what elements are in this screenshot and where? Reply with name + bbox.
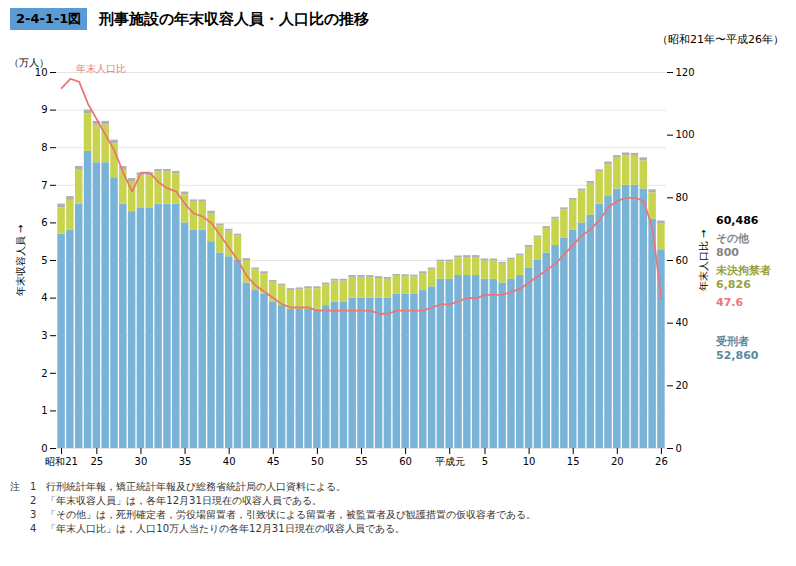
- svg-text:年末収容人員 →: 年末収容人員 →: [15, 225, 26, 297]
- svg-text:0: 0: [41, 443, 47, 454]
- svg-text:10: 10: [35, 67, 48, 78]
- svg-text:30: 30: [135, 456, 148, 467]
- svg-text:50: 50: [311, 456, 324, 467]
- svg-text:60: 60: [399, 456, 412, 467]
- svg-text:2: 2: [41, 368, 47, 379]
- svg-text:35: 35: [179, 456, 192, 467]
- svg-text:20: 20: [676, 380, 689, 391]
- svg-text:平成元: 平成元: [435, 456, 465, 467]
- svg-text:年末人口比: 年末人口比: [76, 63, 126, 74]
- html-text:注 1 行刑統計年報，矯正統計年報及び総務省統計局の人口資料: 注 1 行刑統計年報，矯正統計年報及び総務省統計局の人口資料による。: [10, 481, 347, 492]
- svg-text:55: 55: [355, 456, 368, 467]
- svg-text:6: 6: [41, 217, 47, 228]
- svg-text:（万人）: （万人）: [9, 57, 49, 68]
- svg-text:40: 40: [223, 456, 236, 467]
- svg-text:年末人口比 →: 年末人口比 →: [698, 230, 709, 292]
- svg-text:5: 5: [41, 255, 47, 266]
- svg-text:9: 9: [41, 104, 47, 115]
- svg-text:7: 7: [41, 180, 47, 191]
- svg-text:120: 120: [676, 67, 695, 78]
- svg-text:10: 10: [523, 456, 536, 467]
- svg-text:3: 3: [41, 330, 47, 341]
- html-text:その他: その他: [716, 231, 749, 245]
- html-text:2-4-1-1図: 2-4-1-1図: [16, 11, 82, 26]
- html-text:800: 800: [716, 245, 739, 259]
- svg-text:0: 0: [676, 443, 682, 454]
- svg-text:8: 8: [41, 142, 47, 153]
- svg-text:20: 20: [611, 456, 624, 467]
- html-text:60,486: 60,486: [716, 213, 759, 227]
- svg-text:4: 4: [41, 292, 47, 303]
- html-text:47.6: 47.6: [716, 295, 744, 309]
- html-text:未決拘禁者: 未決拘禁者: [716, 263, 771, 277]
- svg-text:45: 45: [267, 456, 280, 467]
- svg-text:80: 80: [676, 192, 689, 203]
- svg-text:100: 100: [676, 129, 695, 140]
- svg-text:5: 5: [482, 456, 488, 467]
- svg-text:60: 60: [676, 255, 689, 266]
- svg-text:昭和21: 昭和21: [45, 456, 78, 467]
- svg-text:40: 40: [676, 317, 689, 328]
- html-text:4 「年末人口比」は，人口10万人当たりの各年12月31日現: 4 「年末人口比」は，人口10万人当たりの各年12月31日現在の収容人員である。: [10, 523, 405, 534]
- svg-text:15: 15: [567, 456, 580, 467]
- html-text:3 「その他」は，死刑確定者，労役場留置者，引致状による留置: 3 「その他」は，死刑確定者，労役場留置者，引致状による留置者，被監置者及び観護…: [10, 509, 537, 520]
- html-text:6,826: 6,826: [716, 277, 751, 291]
- svg-text:1: 1: [41, 405, 47, 416]
- html-text:受刑者: 受刑者: [716, 334, 749, 348]
- svg-text:26: 26: [655, 456, 668, 467]
- svg-text:25: 25: [90, 456, 103, 467]
- html-text:（昭和21年〜平成26年）: （昭和21年〜平成26年）: [657, 33, 784, 46]
- html-text:52,860: 52,860: [716, 348, 759, 362]
- html-text:2 「年末収容人員」は，各年12月31日現在の収容人員である: 2 「年末収容人員」は，各年12月31日現在の収容人員である。: [10, 495, 322, 506]
- html-text:刑事施設の年末収容人員・人口比の推移: 刑事施設の年末収容人員・人口比の推移: [99, 9, 370, 28]
